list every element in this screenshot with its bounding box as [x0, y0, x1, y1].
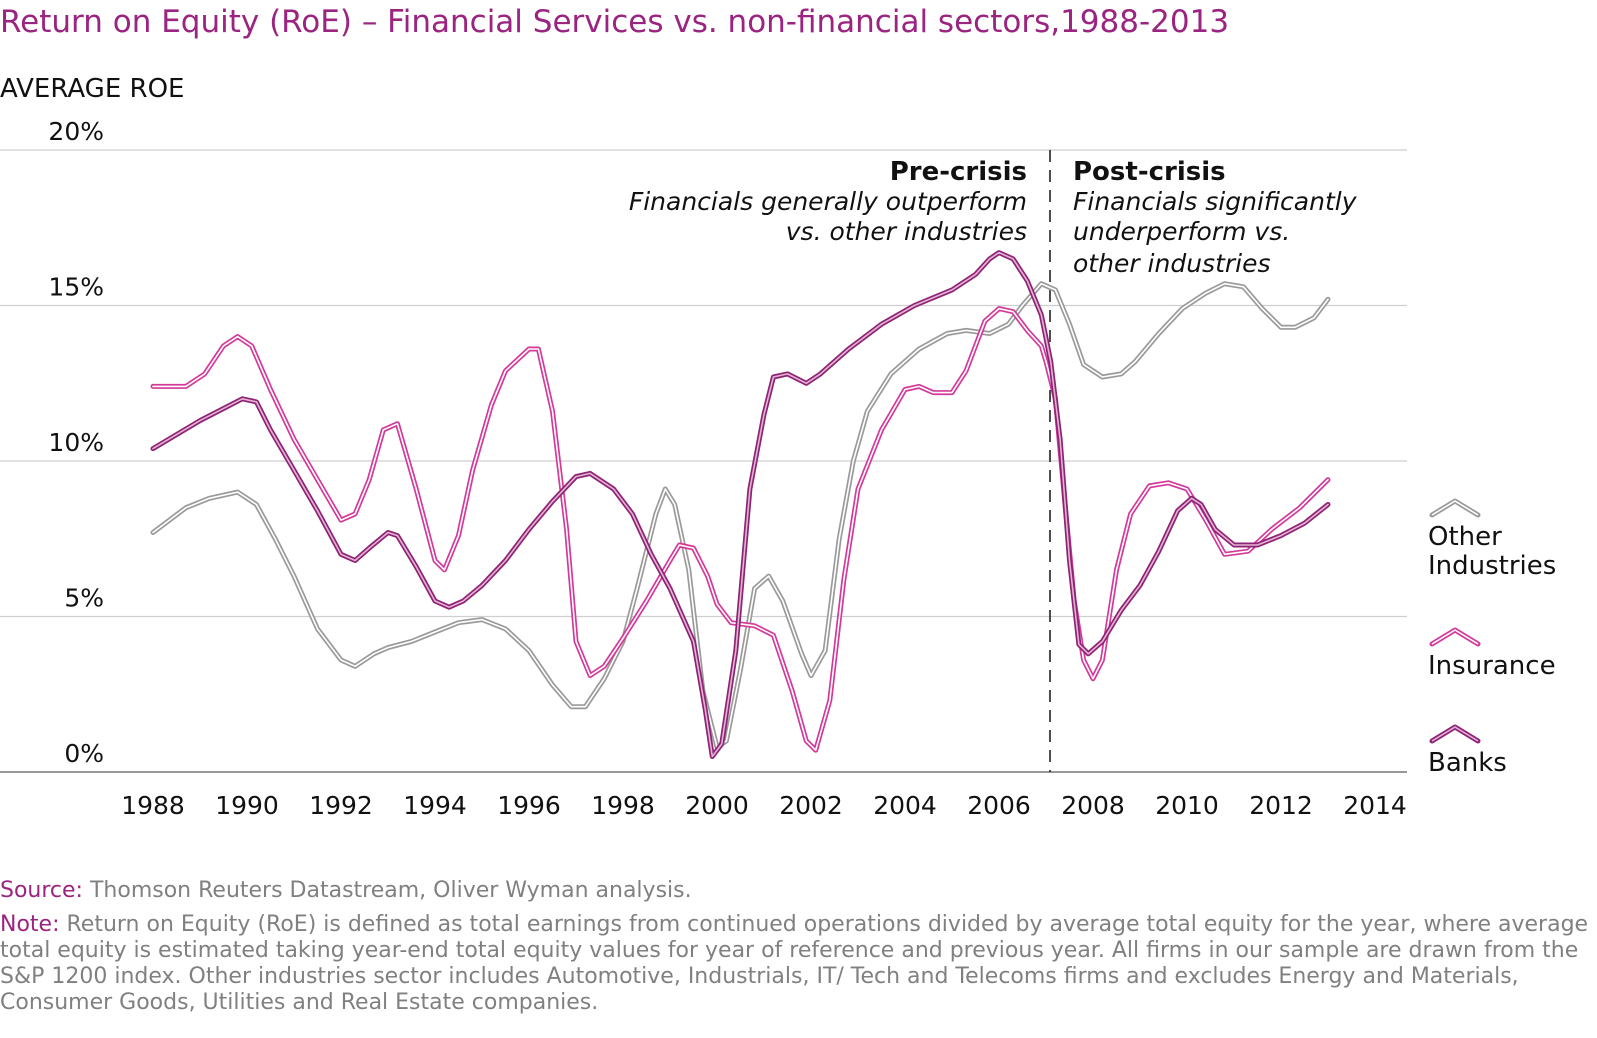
x-tick-label: 2008: [1061, 791, 1125, 820]
post-crisis-line: underperform vs.: [1073, 217, 1290, 246]
y-tick-label: 20%: [48, 117, 104, 146]
legend-swatch: [1429, 724, 1481, 744]
legend-swatch: [1429, 498, 1481, 518]
legend-swatch-inner: [1431, 726, 1479, 742]
legend-label: Industries: [1428, 551, 1556, 581]
x-tick-label: 2014: [1343, 791, 1407, 820]
series-line-other-industries: [150, 281, 1331, 750]
source-text: Thomson Reuters Datastream, Oliver Wyman…: [82, 878, 692, 903]
x-tick-label: 1988: [121, 791, 185, 820]
series-other-industries: [150, 281, 1331, 750]
legend-swatch: [1429, 627, 1481, 647]
legend-label: Other: [1428, 522, 1502, 552]
x-tick-label: 1998: [591, 791, 655, 820]
y-tick-label: 0%: [64, 739, 104, 768]
legend-swatch-inner: [1431, 629, 1479, 645]
legend-label: Insurance: [1428, 651, 1556, 681]
note-text: Return on Equity (RoE) is defined as tot…: [0, 912, 1589, 1015]
series-line-inner-other-industries: [152, 282, 1329, 748]
x-tick-label: 2006: [967, 791, 1031, 820]
pre-crisis-annotation: Pre-crisis Financials generally outperfo…: [629, 157, 1027, 246]
y-axis-label: AVERAGE ROE: [0, 74, 184, 104]
post-crisis-line: other industries: [1073, 249, 1271, 278]
y-tick-label: 5%: [64, 584, 104, 613]
x-tick-label: 1992: [309, 791, 373, 820]
x-tick-label: 1990: [215, 791, 279, 820]
x-tick-label: 2010: [1155, 791, 1219, 820]
chart-title: Return on Equity (RoE) – Financial Servi…: [0, 4, 1229, 40]
note-label: Note:: [0, 912, 60, 937]
x-tick-label: 2012: [1249, 791, 1313, 820]
series-line-inner-banks: [152, 251, 1329, 758]
legend-label: Banks: [1428, 748, 1507, 778]
pre-crisis-title: Pre-crisis: [890, 157, 1027, 187]
legend-swatch-inner: [1431, 500, 1479, 516]
y-tick-label: 15%: [48, 273, 104, 302]
series-line-inner-insurance: [152, 307, 1329, 751]
footer: Source: Thomson Reuters Datastream, Oliv…: [0, 878, 1597, 1016]
post-crisis-line: Financials significantly: [1073, 187, 1358, 216]
post-crisis-title: Post-crisis: [1073, 157, 1226, 187]
pre-crisis-line: vs. other industries: [786, 217, 1027, 246]
x-tick-label: 2002: [779, 791, 843, 820]
x-tick-label: 2004: [873, 791, 937, 820]
x-tick-label: 1994: [403, 791, 467, 820]
source-note: Source: Thomson Reuters Datastream, Oliv…: [0, 878, 1597, 904]
legend-item-insurance: Insurance: [1428, 627, 1556, 681]
series-insurance: [150, 306, 1331, 753]
y-tick-label: 10%: [48, 428, 104, 457]
series-banks: [150, 250, 1331, 759]
pre-crisis-line: Financials generally outperform: [629, 187, 1027, 216]
post-crisis-annotation: Post-crisis Financials significantly und…: [1073, 157, 1358, 278]
legend-item-banks: Banks: [1428, 724, 1507, 778]
source-label: Source:: [0, 878, 83, 903]
x-tick-label: 1996: [497, 791, 561, 820]
x-tick-label: 2000: [685, 791, 749, 820]
definition-note: Note: Return on Equity (RoE) is defined …: [0, 912, 1597, 1016]
